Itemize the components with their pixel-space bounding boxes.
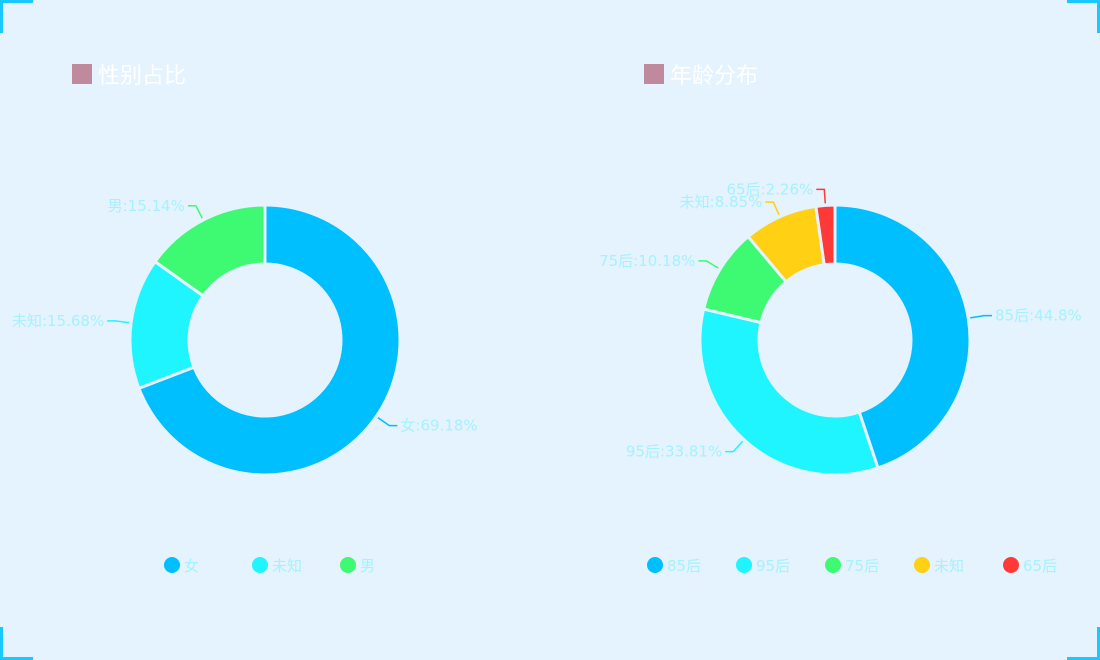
legend-dot-icon: [1003, 557, 1019, 573]
slice-label-unknown: 未知:15.68%: [12, 312, 104, 330]
legend-item-post75[interactable]: 75后: [825, 557, 879, 575]
slice-label-unknown: 未知:8.85%: [680, 193, 763, 211]
slice-label-female: 女:69.18%: [400, 417, 477, 435]
legend-dot-icon: [252, 557, 268, 573]
gender-chart-title: 性别占比: [72, 60, 187, 89]
legend-dot-icon: [164, 557, 180, 573]
legend-dot-icon: [825, 557, 841, 573]
age-donut-chart: 85后:44.8% 95后:33.81% 75后:10.18% 未知:8.85%65后…: [599, 180, 1082, 477]
legend-label: 65后: [1023, 557, 1057, 575]
legend-label: 未知: [934, 557, 964, 575]
legend-dot-icon: [647, 557, 663, 573]
slice-label-post65: 65后:2.26%: [726, 180, 813, 198]
title-marker-icon: [72, 64, 92, 84]
age-chart-title: 年龄分布: [644, 60, 759, 89]
slice-post65[interactable]: [814, 203, 837, 267]
age-chart-title-text: 年龄分布: [670, 64, 759, 89]
label-leader-line: [725, 440, 744, 453]
legend-dot-icon: [340, 557, 356, 573]
legend-item-unknown[interactable]: 未知: [252, 557, 302, 575]
gender-donut-chart: 女:69.18% 未知:15.68% 男:15.14%: [12, 197, 478, 477]
legend-label: 85后: [667, 557, 701, 575]
legend-item-post85[interactable]: 85后: [647, 557, 701, 575]
legend-item-male[interactable]: 男: [340, 557, 375, 575]
corner-decoration-top-right: [1067, 0, 1100, 33]
slice-label-male: 男:15.14%: [108, 197, 185, 215]
age-legend[interactable]: 85后 95后 75后 未知 65后: [647, 557, 1057, 575]
label-leader-line: [377, 417, 398, 427]
label-leader-line: [107, 320, 130, 324]
slice-female[interactable]: [136, 203, 402, 477]
label-leader-line: [970, 314, 993, 319]
label-leader-line: [765, 201, 780, 216]
gender-legend[interactable]: 女 未知 男: [164, 557, 375, 575]
legend-label: 男: [360, 557, 375, 575]
label-leader-line: [816, 188, 827, 204]
legend-label: 女: [184, 557, 199, 575]
slice-post95[interactable]: [698, 307, 880, 477]
corner-decoration-top-left: [0, 0, 33, 33]
slice-label-post85: 85后:44.8%: [995, 307, 1082, 325]
legend-item-unknown[interactable]: 未知: [914, 557, 964, 575]
slice-post85[interactable]: [833, 203, 972, 470]
slice-label-post75: 75后:10.18%: [599, 252, 695, 270]
legend-label: 95后: [756, 557, 790, 575]
legend-dot-icon: [736, 557, 752, 573]
slice-male[interactable]: [152, 203, 267, 298]
legend-label: 75后: [845, 557, 879, 575]
label-leader-line: [698, 260, 719, 269]
legend-dot-icon: [914, 557, 930, 573]
corner-decoration-bottom-right: [1067, 627, 1100, 660]
gender-chart-title-text: 性别占比: [98, 64, 187, 89]
legend-label: 未知: [272, 557, 302, 575]
legend-item-post95[interactable]: 95后: [736, 557, 790, 575]
label-leader-line: [187, 205, 203, 219]
title-marker-icon: [644, 64, 664, 84]
slice-label-post95: 95后:33.81%: [626, 443, 722, 461]
corner-decoration-bottom-left: [0, 627, 33, 660]
legend-item-post65[interactable]: 65后: [1003, 557, 1057, 575]
legend-item-female[interactable]: 女: [164, 557, 199, 575]
